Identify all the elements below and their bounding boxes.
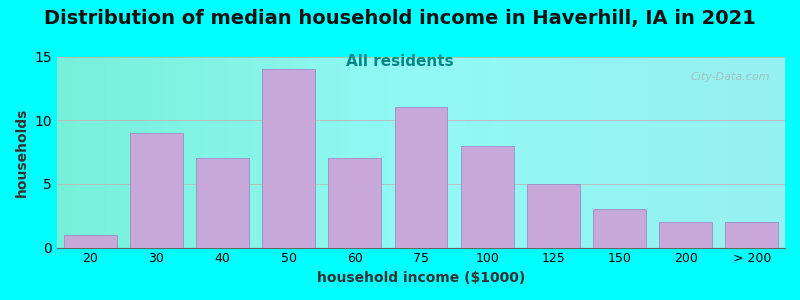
Bar (262, 69, 315, 248)
Bar (659, 222, 712, 248)
Bar (593, 209, 646, 247)
Text: City-Data.com: City-Data.com (691, 72, 770, 82)
Bar (726, 222, 778, 248)
Bar (64, 235, 117, 247)
Bar (130, 133, 182, 248)
Bar (527, 184, 580, 248)
Text: Distribution of median household income in Haverhill, IA in 2021: Distribution of median household income … (44, 9, 756, 28)
Bar (196, 158, 249, 248)
Bar (328, 158, 382, 248)
Bar (394, 107, 447, 248)
Text: All residents: All residents (346, 54, 454, 69)
X-axis label: household income ($1000): household income ($1000) (317, 271, 525, 285)
Y-axis label: households: households (15, 107, 29, 197)
Bar (461, 146, 514, 247)
